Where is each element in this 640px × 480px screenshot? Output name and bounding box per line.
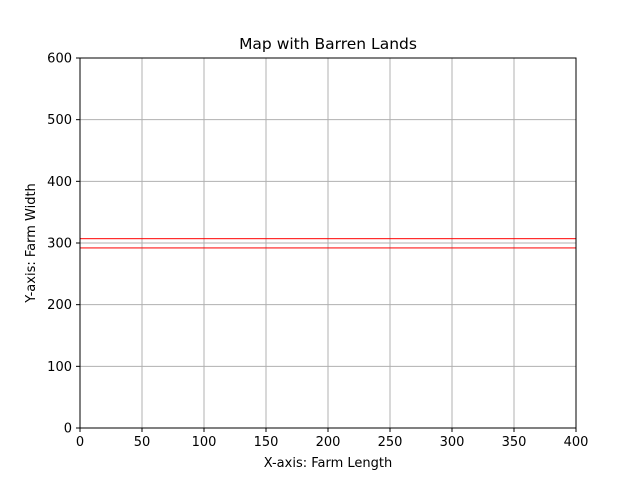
- x-tick-label: 400: [564, 435, 589, 450]
- y-tick-label: 0: [64, 422, 72, 437]
- y-tick-label: 600: [47, 52, 72, 67]
- grid: [79, 57, 577, 429]
- chart-title: Map with Barren Lands: [239, 35, 417, 53]
- x-tick-label: 350: [502, 435, 527, 450]
- y-tick-label: 300: [47, 237, 72, 252]
- x-tick-label: 150: [254, 435, 279, 450]
- y-tick-label: 400: [47, 175, 72, 190]
- y-tick-label: 100: [47, 360, 72, 375]
- x-tick-label: 300: [440, 435, 465, 450]
- y-axis-label: Y-axis: Farm Width: [24, 183, 39, 304]
- x-tick-label: 250: [378, 435, 403, 450]
- ticks: 0 50 100 150 200 250 300 350 400 0 100 200 300 400 500…: [47, 52, 588, 451]
- x-tick-label: 50: [134, 435, 151, 450]
- x-tick-label: 200: [316, 435, 341, 450]
- y-tick-label: 500: [47, 113, 72, 128]
- y-tick-label: 200: [47, 298, 72, 313]
- x-tick-label: 100: [192, 435, 217, 450]
- x-tick-label: 0: [76, 435, 84, 450]
- x-axis-label: X-axis: Farm Length: [264, 456, 393, 471]
